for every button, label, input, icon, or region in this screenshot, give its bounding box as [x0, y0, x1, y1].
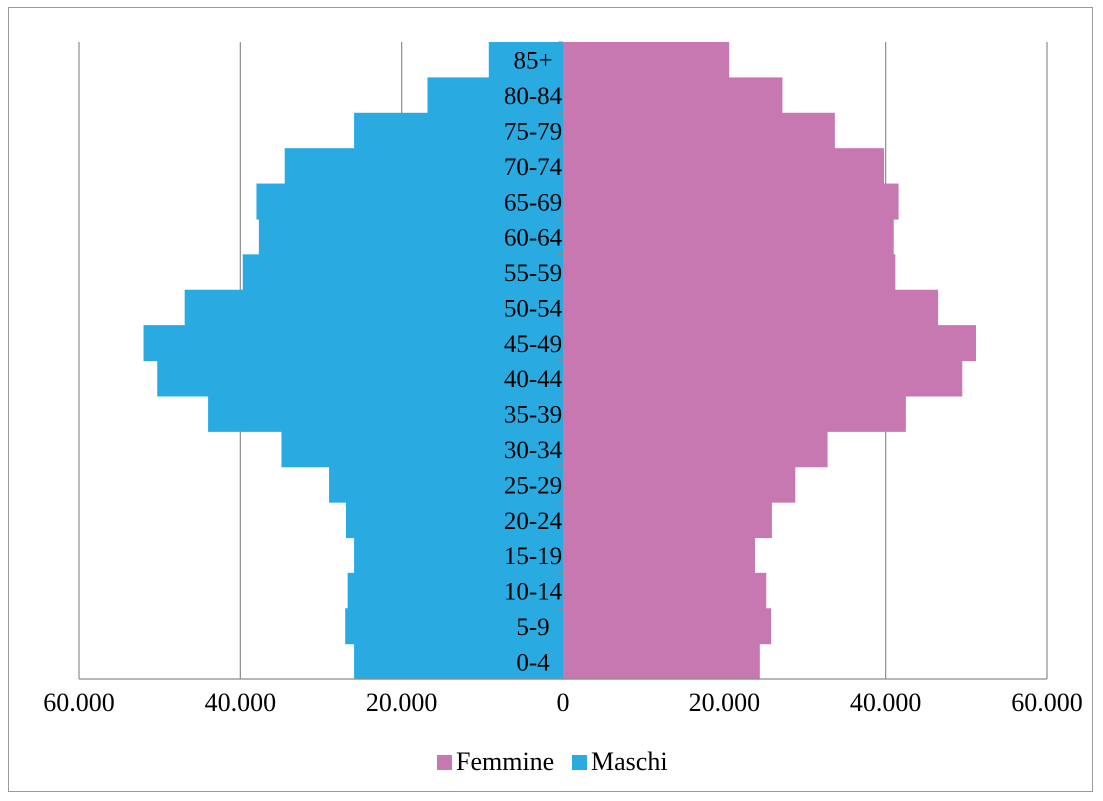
bar-femmine-50-54 [563, 289, 939, 326]
bar-femmine-10-14 [563, 572, 767, 609]
y-tick-label: 85+ [513, 48, 552, 75]
bar-femmine-15-19 [563, 537, 755, 574]
x-tick-label: 20.000 [366, 688, 438, 717]
bar-femmine-0-4 [563, 643, 760, 680]
y-tick-label: 55-59 [504, 260, 562, 287]
bar-maschi-70-74 [284, 148, 563, 185]
bar-femmine-75-79 [563, 112, 835, 149]
y-tick-label: 30-34 [504, 437, 563, 464]
bar-maschi-80-84 [427, 77, 563, 114]
x-tick-label: 60.000 [43, 688, 115, 717]
x-tick-label: 60.000 [1011, 688, 1083, 717]
bar-maschi-75-79 [354, 112, 563, 149]
bar-maschi-65-69 [256, 183, 563, 220]
y-tick-label: 0-4 [516, 649, 550, 676]
bar-maschi-60-64 [258, 218, 563, 255]
bar-femmine-45-49 [563, 325, 977, 362]
bar-femmine-40-44 [563, 360, 963, 397]
legend-swatch-femmine [437, 755, 452, 770]
bar-femmine-20-24 [563, 502, 772, 539]
y-tick-label: 75-79 [504, 118, 562, 145]
legend: Femmine Maschi [437, 747, 668, 776]
x-tick-label: 40.000 [205, 688, 277, 717]
y-tick-label: 50-54 [504, 295, 563, 322]
bar-maschi-10-14 [347, 572, 563, 609]
bar-femmine-80-84 [563, 77, 783, 114]
bar-maschi-30-34 [281, 431, 563, 468]
y-tick-label: 65-69 [504, 189, 562, 216]
bar-maschi-85+ [488, 42, 563, 78]
bar-maschi-35-39 [208, 395, 564, 432]
legend-swatch-maschi [572, 755, 587, 770]
y-axis-labels: 0-4 5-9 10-14 15-19 20-24 25-29 30-34 35-39 40-4… [504, 41, 563, 676]
x-tick-label: 0 [557, 688, 570, 717]
bar-femmine-65-69 [563, 183, 899, 220]
y-tick-label: 80-84 [504, 83, 563, 110]
y-tick-label: 20-24 [504, 508, 563, 535]
legend-label-femmine: Femmine [456, 747, 554, 776]
y-tick-label: 25-29 [504, 472, 562, 499]
bar-maschi-25-29 [329, 466, 563, 503]
bar-femmine-25-29 [563, 466, 796, 503]
bar-femmine-30-34 [563, 431, 828, 468]
bar-femmine-35-39 [563, 395, 906, 432]
bar-maschi-40-44 [157, 360, 563, 397]
y-tick-label: 60-64 [504, 225, 563, 252]
bar-femmine-70-74 [563, 148, 885, 185]
bar-maschi-45-49 [143, 325, 564, 362]
bar-femmine-85+ [563, 42, 730, 78]
x-axis-ticks: 60.000 40.000 20.000 0 20.000 40.000 60.000 [43, 688, 1083, 717]
bar-femmine-55-59 [563, 254, 896, 291]
x-tick-label: 40.000 [850, 688, 922, 717]
bar-maschi-15-19 [354, 537, 563, 574]
y-tick-label: 15-19 [504, 543, 562, 570]
bar-maschi-0-4 [354, 643, 563, 680]
bar-maschi-50-54 [184, 289, 563, 326]
bars [143, 42, 977, 680]
legend-label-maschi: Maschi [591, 747, 668, 776]
bar-femmine-5-9 [563, 608, 772, 645]
y-tick-label: 5-9 [516, 614, 549, 641]
x-tick-label: 20.000 [689, 688, 761, 717]
bar-maschi-20-24 [346, 502, 563, 539]
y-tick-label: 45-49 [504, 331, 562, 358]
bar-maschi-5-9 [345, 608, 563, 645]
y-tick-label: 40-44 [504, 366, 563, 393]
bar-maschi-55-59 [242, 254, 563, 291]
y-tick-label: 70-74 [504, 154, 563, 181]
y-tick-label: 35-39 [504, 402, 562, 429]
bar-femmine-60-64 [563, 218, 894, 255]
y-tick-label: 10-14 [504, 579, 563, 606]
